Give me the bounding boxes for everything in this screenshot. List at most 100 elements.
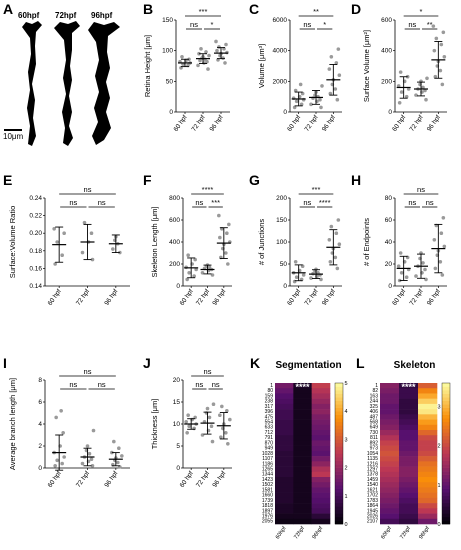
data-point [112,439,116,444]
y-tick-label: 10 [173,421,181,428]
heatmap-cell [311,435,331,441]
heatmap-row-label: 1897 [262,508,273,514]
data-point [424,97,428,102]
y-tick-label: 4 [38,421,42,428]
panel-letter-e: E [3,172,12,188]
data-point [225,50,229,55]
data-point [54,415,58,420]
y-tick-label: 400 [169,239,180,246]
colorbar-tick-label: 2 [437,444,440,450]
colorbar-segment [335,478,343,482]
data-point [406,87,411,91]
heatmap-cell [399,430,419,436]
colorbar-segment [335,404,343,408]
heatmap-cell [399,388,419,394]
heatmap-cell [275,482,294,488]
heatmap-cell [380,461,400,467]
data-point [432,238,437,242]
data-point [217,45,221,49]
heatmap-significance: **** [295,382,310,392]
heatmap-cell [275,388,294,394]
significance-label: ns [98,198,106,207]
y-tick-label: 6 [38,399,42,406]
colorbar-segment [442,404,450,408]
heatmap-cell [275,430,294,436]
colorbar-segment [335,481,343,486]
x-tick-label: 72 hpf [409,288,425,307]
heatmap-cell [311,450,331,457]
y-tick-label: 6000 [273,17,288,24]
data-point [225,409,229,413]
data-point [117,446,121,451]
heatmap-row-label: 1344 [262,472,273,478]
data-point [327,67,332,71]
data-point [292,105,297,110]
colorbar-segment [442,499,450,504]
data-point [221,56,225,60]
data-point [60,253,64,257]
y-tick-label: 200 [169,261,180,268]
data-point [209,424,214,429]
colorbar-segment [335,407,343,412]
x-tick-label: 60 hpf [391,288,407,307]
panel-letter-l: L [356,355,365,371]
heatmap-row-label: 1976 [262,513,273,519]
heatmap-row-label: 82 [372,388,378,394]
data-point [294,99,299,104]
x-tick-label: 96 hpf [426,114,442,133]
heatmap-cell [293,508,312,514]
colorbar-frame [441,382,451,525]
heatmap-cell [311,477,331,483]
heatmap-cell [311,503,331,509]
heatmap-cell [275,383,294,389]
data-point [334,231,339,235]
y-tick-label: 5 [176,443,180,450]
colorbar-segment [442,488,450,493]
heatmap-cell [418,424,438,431]
chart-l: L Skeleton****182163244325406487568649730… [356,355,451,540]
data-point [218,235,222,240]
data-point [80,461,85,466]
heatmap-cell [293,424,312,431]
colorbar-tick-label: 1 [437,483,440,489]
data-point [196,63,200,68]
colorbar-segment [335,513,343,518]
heatmap-cell [418,466,438,473]
heatmap-cell [380,471,400,478]
chart-j: J 0 5 10 15 20 Thickness [μm] 60 hpf 72 hpf 96 hp… [143,355,232,489]
heatmap-cell [293,497,312,504]
data-point [333,87,338,91]
data-point [207,53,211,58]
heatmap-cell [275,445,294,452]
heatmap-cell [293,461,312,467]
colorbar-segment [442,421,450,426]
colorbar-segment [335,457,343,461]
panel-a: A 60hpf 72hpf 96hpf 10μm [3,1,120,146]
data-point [320,84,324,88]
data-point [335,266,340,271]
heatmap-cell [418,388,438,394]
heatmap-cell [275,518,294,525]
significance-label: ns [98,380,106,389]
x-tick-label: 60 hpf [286,288,302,307]
heatmap-row-label: 1540 [367,482,378,488]
heatmap-row-label: 1423 [262,477,273,483]
heatmap-cell [293,388,312,394]
colorbar-segment [335,495,343,500]
heatmap-cell [399,492,419,499]
y-tick-label: 0 [388,283,392,290]
colorbar-segment [442,393,450,398]
y-axis-label: Volume [μm³] [257,44,266,88]
heatmap-cell [399,503,419,509]
significance-label: ns [303,20,311,29]
heatmap-row-label: 1186 [262,461,273,467]
significance-label: * [211,20,214,29]
data-point [60,461,64,466]
colorbar-segment [335,432,343,437]
heatmap-cell [380,419,400,426]
chart-d: D 0 200 400 600 Surface Volume [μm²] 60 hpf 72 … [351,1,447,133]
x-tick-label: 72 hpf [304,288,320,307]
colorbar-segment [442,464,450,468]
significance-label: *** [199,7,208,16]
y-axis-label: Retina Height [μm] [143,35,152,97]
